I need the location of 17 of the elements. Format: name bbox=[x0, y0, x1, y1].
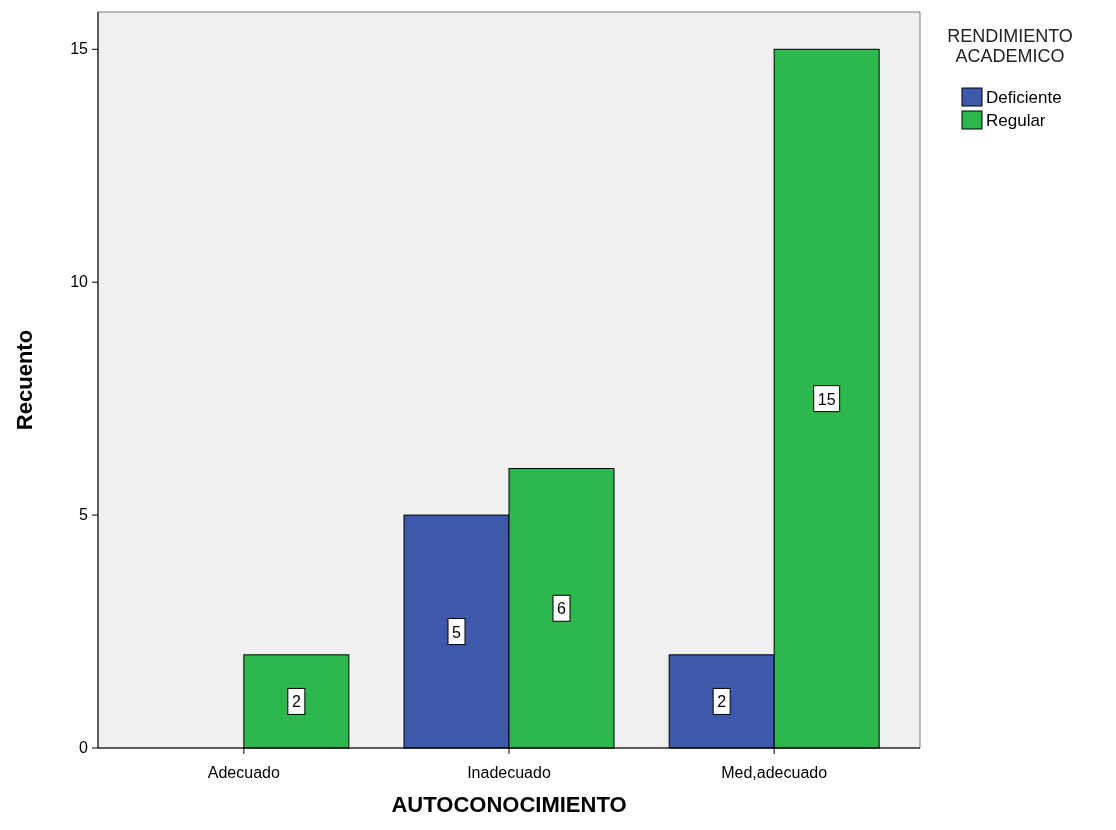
data-label: 15 bbox=[817, 390, 836, 408]
legend-title: RENDIMIENTO ACADEMICO bbox=[947, 26, 1073, 66]
legend-label: Regular bbox=[986, 111, 1046, 130]
y-tick-label: 5 bbox=[79, 506, 89, 524]
data-label: 6 bbox=[557, 600, 567, 618]
data-label: 2 bbox=[291, 693, 301, 711]
y-tick-label: 10 bbox=[70, 273, 89, 291]
x-tick-label: Adecuado bbox=[207, 764, 280, 781]
x-axis-title: AUTOCONOCIMIENTO bbox=[391, 792, 627, 817]
y-tick-label: 0 bbox=[79, 739, 89, 756]
y-tick-label: 15 bbox=[70, 40, 89, 58]
data-label: 2 bbox=[717, 693, 727, 711]
x-tick-label: Med,adecuado bbox=[721, 764, 828, 781]
x-tick-label: Inadecuado bbox=[467, 764, 551, 781]
y-axis-title: Recuento bbox=[12, 329, 37, 431]
legend-label: Deficiente bbox=[986, 88, 1062, 107]
data-label: 5 bbox=[452, 623, 462, 641]
